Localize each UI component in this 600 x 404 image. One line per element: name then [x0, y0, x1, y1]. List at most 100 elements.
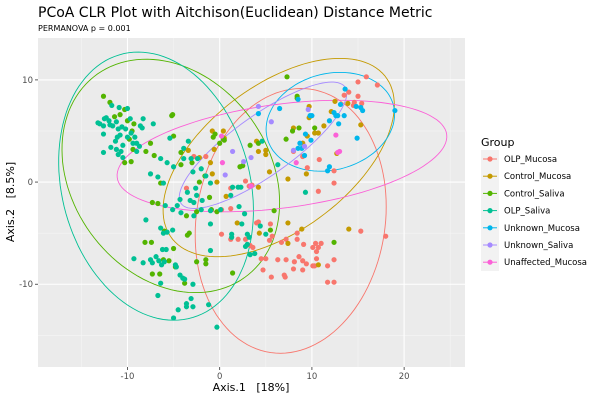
point-olp-saliva — [124, 105, 131, 112]
ellipses — [58, 51, 448, 354]
point-olp-saliva — [198, 207, 204, 213]
point-control-saliva — [296, 125, 302, 131]
point-olp-saliva — [177, 196, 183, 203]
point-olp-mucosa — [359, 100, 365, 106]
point-olp-saliva — [275, 162, 281, 168]
point-unknown-mucosa — [308, 137, 314, 143]
point-unknown-mucosa — [297, 140, 303, 146]
point-olp-saliva — [207, 180, 214, 186]
point-control-saliva — [142, 239, 148, 245]
point-unknown-mucosa — [324, 168, 331, 174]
point-control-saliva — [229, 270, 236, 276]
confidence-ellipse-control-mucosa — [162, 57, 395, 258]
point-olp-saliva — [247, 252, 253, 258]
point-olp-saliva — [100, 149, 107, 156]
point-olp-saliva — [183, 304, 190, 310]
point-control-saliva — [170, 112, 176, 118]
point-control-saliva — [289, 128, 296, 134]
point-olp-mucosa — [355, 93, 361, 99]
point-control-saliva — [122, 160, 128, 166]
point-olp-saliva — [188, 155, 194, 162]
point-olp-saliva — [120, 154, 126, 161]
point-olp-saliva — [127, 116, 133, 122]
point-olp-mucosa — [313, 248, 320, 255]
point-olp-mucosa — [318, 240, 324, 246]
point-unknown-mucosa — [336, 121, 342, 127]
legend-label: Control_Saliva — [504, 189, 565, 199]
point-olp-mucosa — [341, 92, 347, 98]
point-control-saliva — [111, 114, 118, 120]
point-olp-saliva — [246, 234, 252, 240]
point-control-mucosa — [209, 171, 215, 177]
point-olp-saliva — [185, 138, 191, 144]
point-olp-saliva — [191, 199, 197, 206]
point-olp-saliva — [130, 140, 136, 146]
point-olp-mucosa — [313, 256, 320, 262]
point-olp-mucosa — [346, 89, 352, 95]
point-olp-saliva — [132, 134, 138, 140]
point-olp-mucosa — [355, 79, 361, 85]
point-control-mucosa — [263, 147, 269, 153]
point-control-mucosa — [358, 122, 364, 128]
point-olp-saliva — [155, 292, 161, 299]
point-olp-saliva — [116, 104, 122, 111]
point-control-saliva — [267, 227, 274, 233]
point-control-saliva — [203, 257, 209, 263]
point-olp-mucosa — [301, 241, 307, 247]
point-olp-saliva — [193, 185, 199, 191]
point-control-mucosa — [312, 130, 318, 136]
point-control-saliva — [212, 131, 218, 137]
point-unknown-mucosa — [307, 113, 313, 119]
point-olp-saliva — [167, 135, 173, 141]
point-control-saliva — [184, 232, 191, 238]
point-olp-saliva — [178, 210, 184, 216]
point-olp-saliva — [194, 192, 200, 198]
point-olp-mucosa — [324, 263, 331, 269]
point-olp-saliva — [188, 295, 194, 302]
x-axis-ticks: -10 0 10 20 — [121, 367, 410, 382]
x-tick-label: -10 — [121, 372, 135, 382]
point-control-saliva — [157, 271, 163, 277]
point-olp-saliva — [175, 307, 181, 313]
point-control-saliva — [196, 179, 202, 185]
point-olp-saliva — [257, 223, 263, 229]
point-olp-saliva — [113, 119, 119, 125]
point-control-saliva — [283, 136, 289, 142]
point-control-saliva — [271, 208, 277, 214]
point-olp-saliva — [109, 102, 115, 109]
point-unknown-mucosa — [295, 145, 301, 151]
point-unknown-mucosa — [342, 86, 348, 92]
point-control-saliva — [331, 239, 337, 245]
point-unknown-saliva — [301, 143, 308, 149]
point-control-mucosa — [266, 169, 273, 175]
point-olp-mucosa — [290, 266, 297, 272]
point-control-mucosa — [214, 179, 220, 185]
point-olp-mucosa — [324, 279, 331, 285]
point-control-saliva — [147, 140, 154, 146]
point-olp-saliva — [241, 211, 248, 217]
x-tick-label: 10 — [306, 372, 317, 382]
point-olp-mucosa — [275, 257, 281, 263]
point-olp-saliva — [263, 231, 269, 237]
point-control-mucosa — [321, 123, 327, 129]
point-olp-mucosa — [310, 244, 316, 251]
point-olp-mucosa — [235, 236, 241, 242]
point-olp-saliva — [203, 173, 209, 179]
point-olp-mucosa — [278, 239, 285, 245]
point-olp-mucosa — [266, 237, 273, 243]
point-olp-mucosa — [291, 259, 297, 265]
point-olp-saliva — [158, 280, 164, 286]
point-control-mucosa — [185, 147, 191, 153]
point-olp-saliva — [207, 247, 214, 254]
point-olp-saliva — [239, 221, 245, 227]
point-olp-saliva — [134, 148, 140, 155]
point-control-saliva — [240, 163, 246, 169]
point-olp-saliva — [236, 203, 242, 210]
plot-panel — [38, 38, 465, 367]
point-olp-mucosa — [331, 257, 337, 263]
point-unknown-mucosa — [353, 103, 359, 110]
point-olp-saliva — [158, 225, 164, 231]
point-olp-saliva — [199, 197, 205, 204]
point-olp-mucosa — [331, 279, 337, 285]
